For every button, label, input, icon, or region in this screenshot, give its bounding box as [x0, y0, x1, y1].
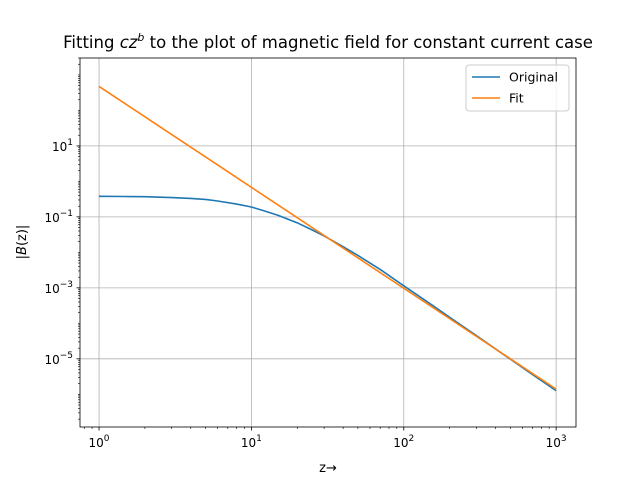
chart-title-suffix: to the plot of magnetic field for consta…: [144, 33, 592, 52]
x-tick-label-base: 10: [393, 436, 408, 450]
y-tick-label-base: 10: [44, 211, 59, 225]
y-tick-label: 10−5: [44, 351, 73, 367]
y-tick-label-exponent: −5: [60, 351, 73, 361]
y-tick-label: 10−3: [44, 280, 73, 296]
y-tick-label-base: 10: [44, 282, 59, 296]
legend-label-original: Original: [509, 70, 558, 85]
chart-title-math: cz: [120, 33, 138, 52]
y-axis-label: |B(z)|: [15, 225, 30, 260]
y-tick-label-exponent: −1: [60, 209, 73, 219]
grid: [80, 58, 576, 427]
plot-area: [80, 58, 576, 427]
y-tick-label: 10−1: [44, 209, 73, 225]
y-axis-label-arg: (z): [15, 229, 30, 246]
y-axis-label-bar-right: |: [15, 225, 30, 229]
x-tick-label: 100: [89, 434, 110, 450]
y-tick-label: 101: [52, 138, 73, 154]
x-tick-label-base: 10: [241, 436, 256, 450]
x-tick-label-base: 10: [89, 436, 104, 450]
y-tick-label-exponent: −3: [60, 280, 73, 290]
x-tick-label-exponent: 3: [561, 434, 567, 444]
chart-title: Fitting czb to the plot of magnetic fiel…: [63, 31, 593, 52]
x-tick-label: 101: [241, 434, 262, 450]
x-tick-label: 103: [546, 434, 567, 450]
chart-title-superscript: b: [137, 31, 144, 44]
x-tick-label-exponent: 2: [409, 434, 415, 444]
y-axis-label-math: B: [15, 246, 30, 255]
legend-label-fit: Fit: [509, 91, 524, 106]
x-tick-label-exponent: 1: [256, 434, 262, 444]
y-tick-label-base: 10: [44, 353, 59, 367]
y-tick-label-exponent: 1: [67, 138, 73, 148]
x-tick-label: 102: [393, 434, 414, 450]
series-line-fit: [98, 85, 557, 390]
x-tick-label-base: 10: [546, 436, 561, 450]
series-group: [98, 85, 557, 392]
y-tick-label-base: 10: [52, 140, 67, 154]
chart-title-prefix: Fitting: [63, 33, 120, 52]
x-tick-label-exponent: 0: [104, 434, 110, 444]
legend: Original Fit: [465, 64, 570, 112]
y-axis-label-bar-left: |: [15, 255, 30, 259]
x-axis-label: z→: [319, 461, 337, 476]
axes-frame: [79, 57, 577, 428]
